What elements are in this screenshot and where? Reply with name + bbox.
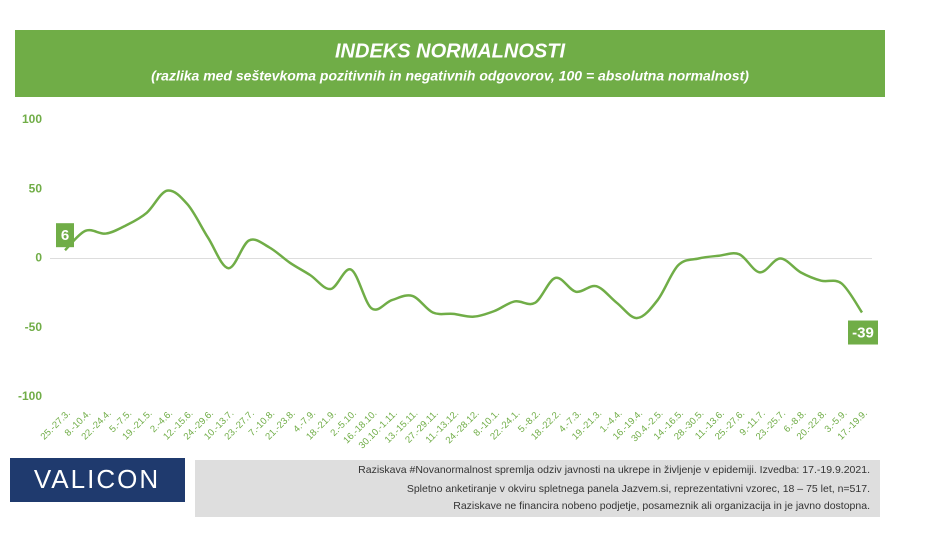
footer-line: Raziskava #Novanormalnost spremlja odziv… [358,464,870,476]
title-band [15,30,885,97]
y-tick-label: 50 [29,181,43,195]
y-tick-label: -100 [18,389,42,403]
footer-box [195,460,880,517]
y-tick-label: -50 [25,320,43,334]
y-tick-label: 100 [22,112,42,126]
chart-subtitle: (razlika med seštevkoma pozitivnih in ne… [151,68,749,84]
logo: VALICON [34,464,160,494]
footer-line: Raziskave ne financira nobeno podjetje, … [453,500,870,512]
value-label: -39 [852,324,874,341]
chart-title: INDEKS NORMALNOSTI [335,40,565,62]
footer-line: Spletno anketiranje v okviru spletnega p… [407,483,870,495]
line [64,189,864,320]
value-label-box [848,320,878,345]
y-tick-label: 0 [35,251,42,265]
value-label: 6 [61,227,69,244]
logo-box [10,458,185,502]
value-label-box [56,223,74,248]
